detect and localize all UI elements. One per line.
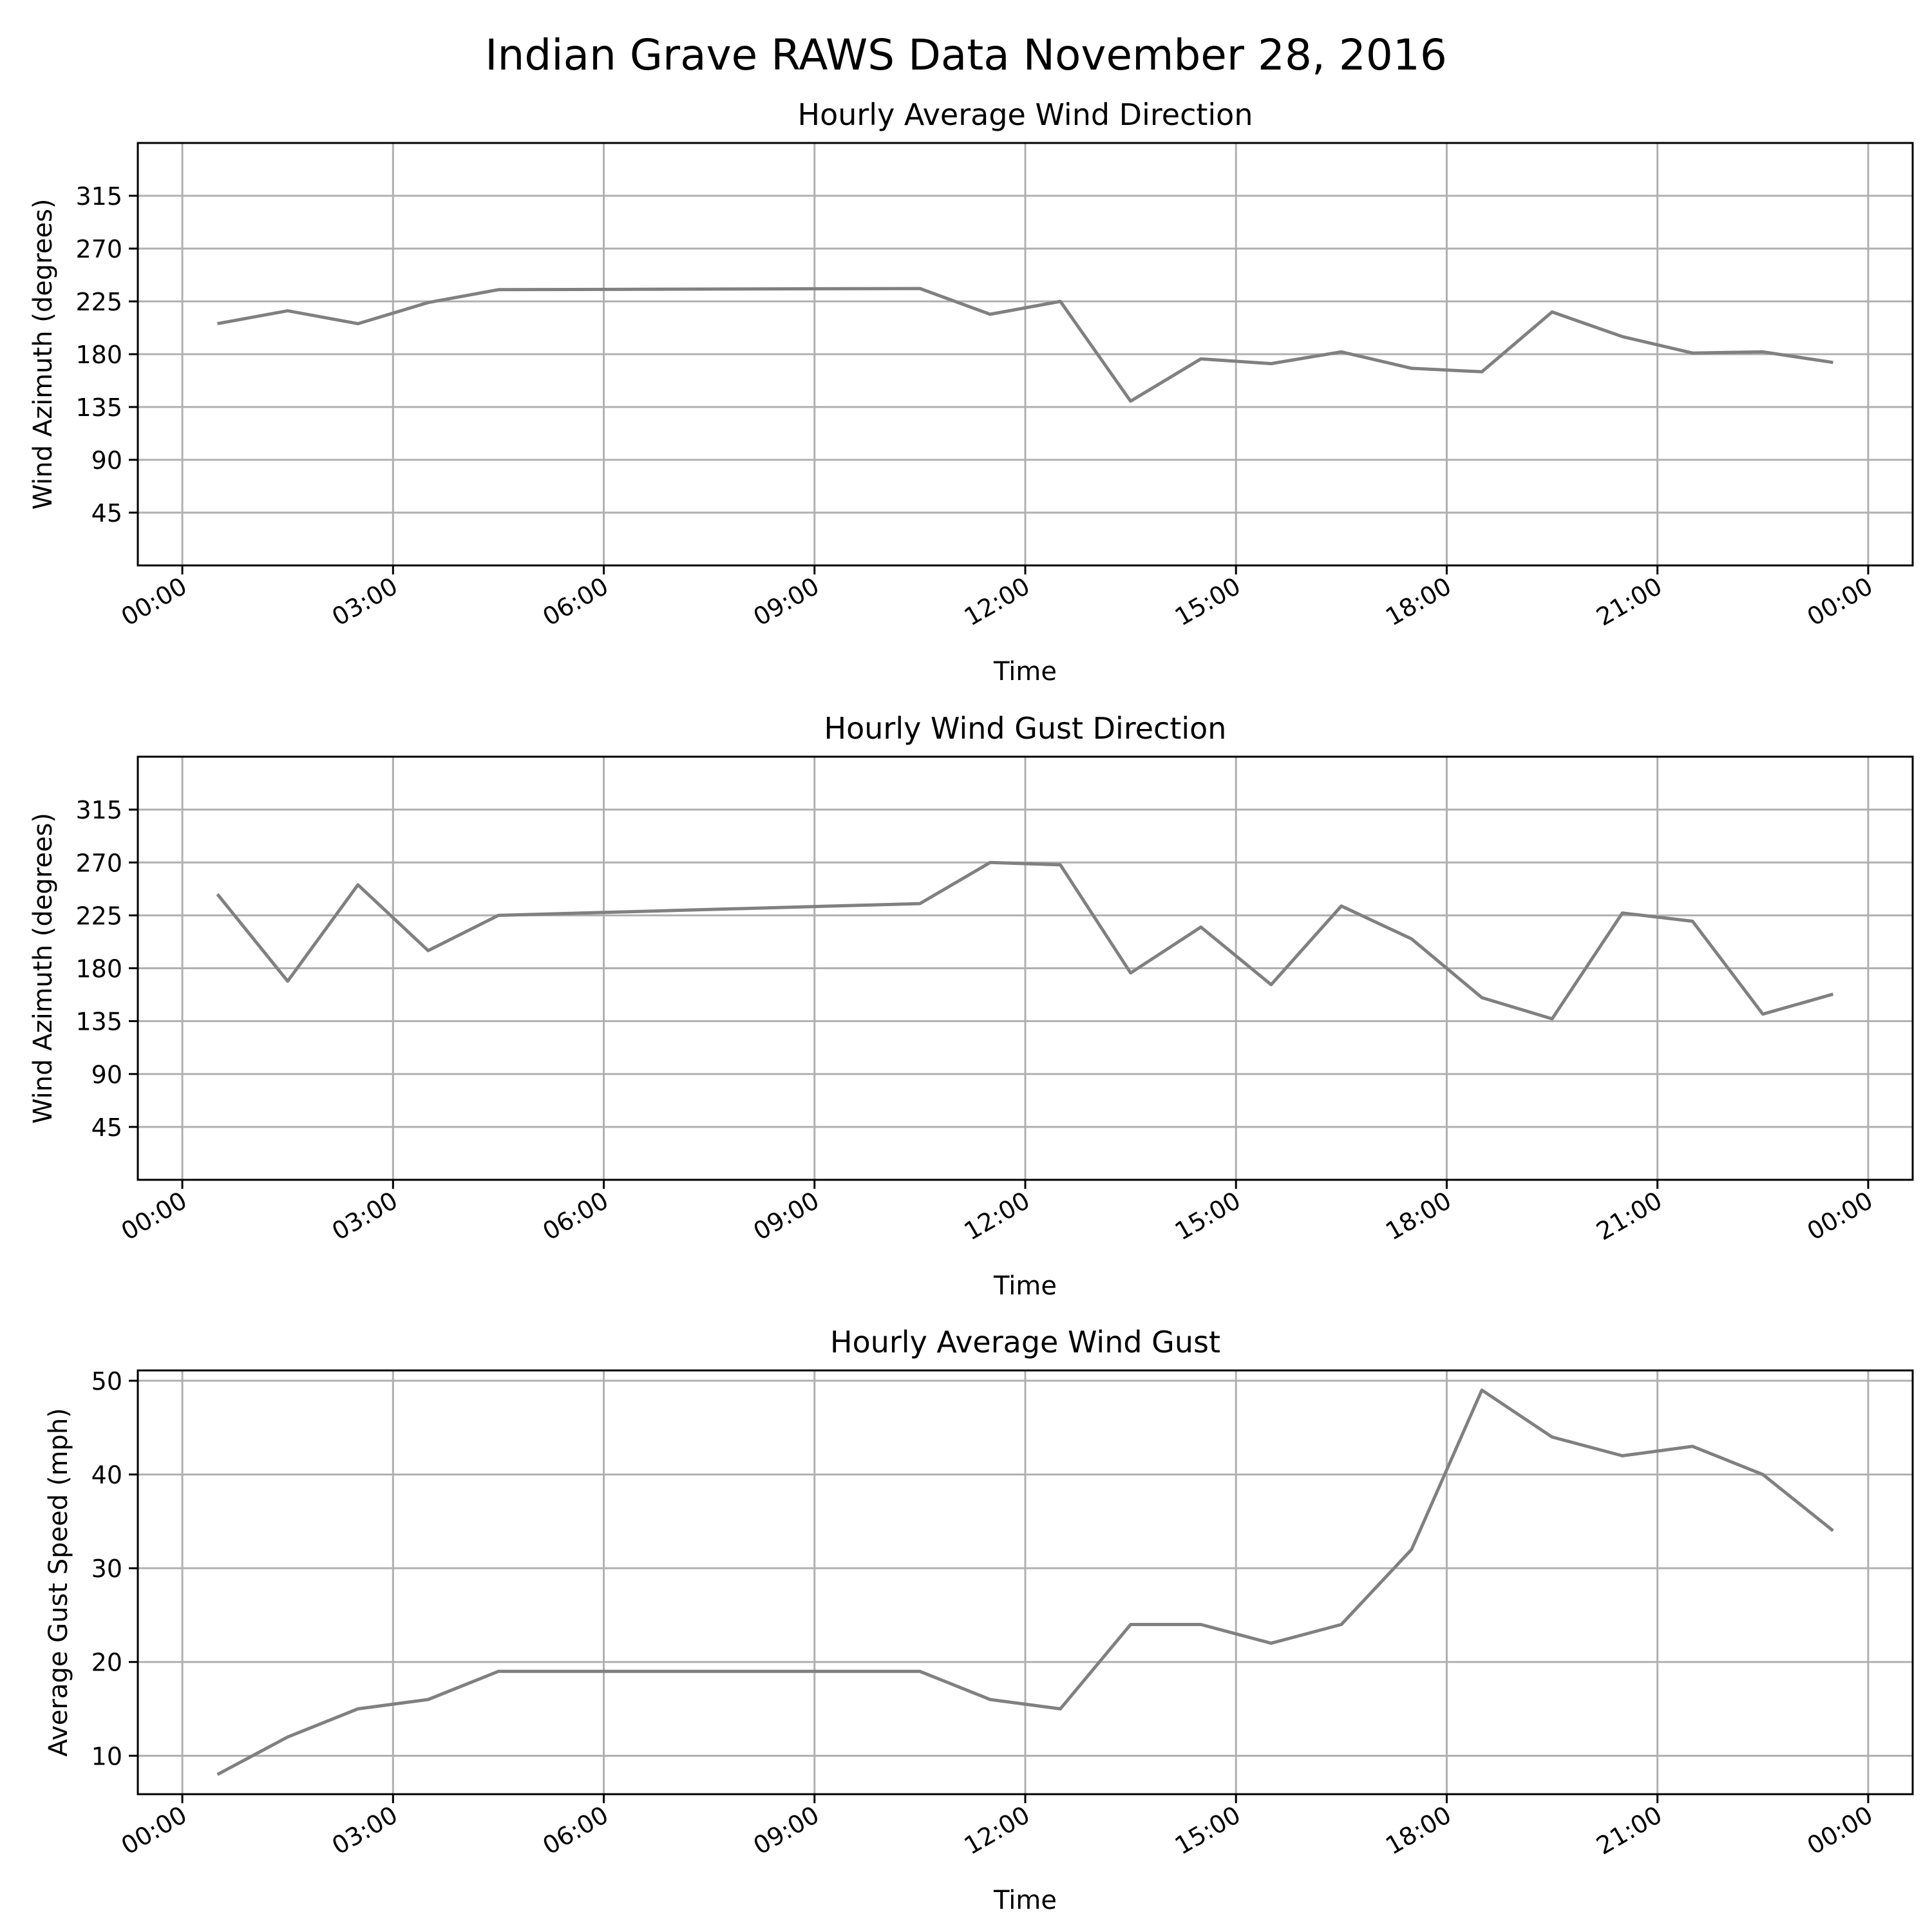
figure-title: Indian Grave RAWS Data November 28, 2016	[485, 30, 1447, 80]
y-tick-label: 315	[75, 796, 122, 824]
y-tick-label: 20	[91, 1649, 122, 1677]
x-axis-label: Time	[993, 657, 1057, 687]
series-line	[217, 287, 1833, 403]
panel-title: Hourly Average Wind Direction	[798, 97, 1253, 132]
plot-frame	[137, 755, 1914, 1181]
y-tick-label: 30	[91, 1555, 122, 1583]
y-tick-label: 40	[91, 1461, 122, 1490]
y-tick-label: 225	[75, 902, 122, 930]
y-tick-label: 180	[75, 955, 122, 983]
y-tick-label: 45	[91, 1113, 122, 1142]
y-tick-label: 135	[75, 393, 122, 422]
panel-title: Hourly Wind Gust Direction	[824, 711, 1227, 746]
y-tick-label: 45	[91, 499, 122, 527]
y-tick-label: 180	[75, 341, 122, 369]
y-tick-label: 90	[91, 1061, 122, 1089]
y-axis-label: Wind Azimuth (degrees)	[28, 813, 58, 1124]
x-axis-label: Time	[993, 1271, 1057, 1301]
y-tick-label: 270	[75, 849, 122, 877]
y-tick-label: 10	[91, 1742, 122, 1770]
y-tick-label: 270	[75, 235, 122, 263]
series-line	[216, 1388, 1834, 1776]
y-axis-label: Wind Azimuth (degrees)	[28, 198, 58, 509]
x-axis-label: Time	[993, 1886, 1057, 1915]
y-axis-label: Average Gust Speed (mph)	[44, 1408, 73, 1757]
y-tick-label: 90	[91, 446, 122, 475]
y-tick-label: 315	[75, 182, 122, 211]
y-tick-label: 50	[91, 1367, 122, 1396]
panel-title: Hourly Average Wind Gust	[830, 1325, 1220, 1359]
series-line	[216, 860, 1834, 1021]
plot-frame	[137, 142, 1914, 567]
y-tick-label: 135	[75, 1008, 122, 1036]
y-tick-label: 225	[75, 288, 122, 316]
plot-frame	[137, 1369, 1914, 1795]
